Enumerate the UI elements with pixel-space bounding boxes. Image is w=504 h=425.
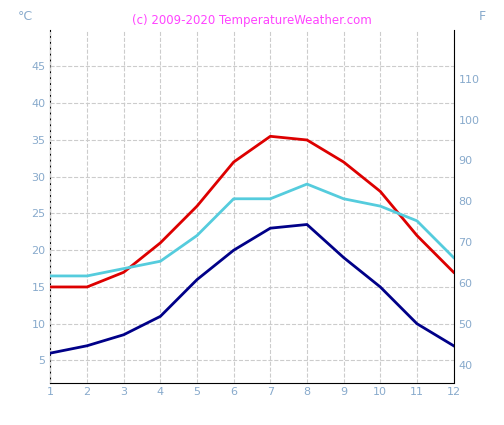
Text: F: F	[479, 10, 486, 23]
Title: (c) 2009-2020 TemperatureWeather.com: (c) 2009-2020 TemperatureWeather.com	[132, 14, 372, 27]
Text: °C: °C	[18, 10, 33, 23]
